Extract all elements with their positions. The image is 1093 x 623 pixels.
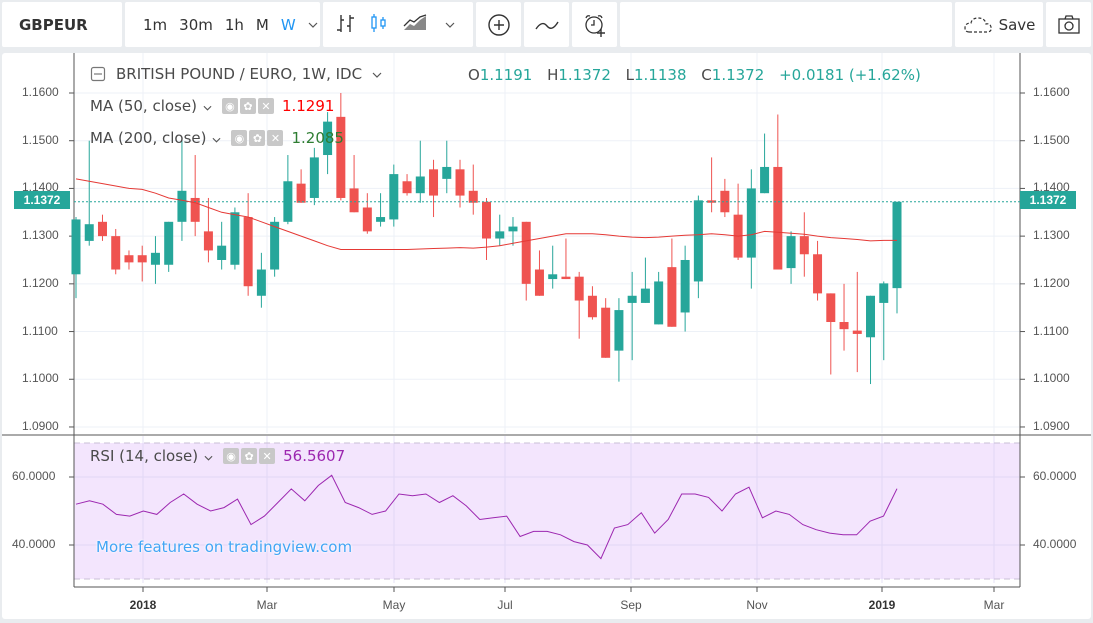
- chevron-down-icon[interactable]: [212, 129, 221, 147]
- ma200-label[interactable]: MA (200, close): [90, 129, 207, 147]
- visibility-eye-icon[interactable]: ◉: [221, 98, 238, 114]
- rsi-tick-left: 60.0000: [12, 469, 56, 483]
- candle-style-icon[interactable]: [368, 12, 390, 38]
- time-tick-label: Nov: [746, 598, 768, 612]
- time-tick-label: Mar: [256, 598, 278, 612]
- rsi-label[interactable]: RSI (14, close): [90, 447, 199, 465]
- ma50-label[interactable]: MA (50, close): [90, 97, 197, 115]
- last-price-tag-left: 1.1372: [14, 191, 70, 209]
- rsi-tick-left: 40.0000: [12, 537, 56, 551]
- price-tick-right: 1.0900: [1033, 418, 1070, 433]
- time-tick-label: Jul: [497, 598, 513, 612]
- alert-button[interactable]: [572, 2, 617, 47]
- rsi-value: 56.5607: [283, 447, 346, 465]
- interval-w[interactable]: W: [280, 15, 296, 34]
- interval-m[interactable]: M: [255, 15, 269, 34]
- high-label: H: [547, 66, 559, 84]
- price-tick-right: 1.1500: [1033, 132, 1070, 147]
- save-label: Save: [998, 15, 1036, 34]
- area-style-icon[interactable]: [402, 13, 428, 36]
- chart-style-group: [323, 2, 473, 47]
- gear-icon[interactable]: ✿: [241, 448, 258, 464]
- chevron-down-icon[interactable]: [204, 447, 213, 465]
- compare-button[interactable]: [524, 2, 569, 47]
- open-label: O: [468, 66, 480, 84]
- price-tick-right: 1.1200: [1033, 275, 1070, 290]
- high-value: 1.1372: [558, 66, 611, 84]
- collapse-legend-icon[interactable]: [90, 66, 106, 82]
- close-label: C: [701, 66, 712, 84]
- rsi-tick-right: 60.0000: [1033, 469, 1077, 483]
- price-tick-right: 1.1300: [1033, 228, 1070, 243]
- close-value: 1.1372: [711, 66, 765, 84]
- save-button[interactable]: Save: [955, 2, 1043, 47]
- close-icon[interactable]: ✕: [267, 130, 284, 146]
- tradingview-link[interactable]: More features on tradingview.com: [96, 538, 353, 556]
- close-icon[interactable]: ✕: [257, 98, 274, 114]
- price-tick-left: 1.1500: [22, 132, 59, 147]
- toolbar-spacer: [620, 2, 952, 47]
- rsi-tick-right: 40.0000: [1033, 537, 1077, 551]
- gear-icon[interactable]: ✿: [239, 98, 256, 114]
- time-tick-label: May: [382, 598, 406, 612]
- visibility-eye-icon[interactable]: ◉: [223, 448, 240, 464]
- close-icon[interactable]: ✕: [259, 448, 276, 464]
- ma50-legend: MA (50, close) ◉ ✿ ✕ 1.1291: [90, 97, 334, 115]
- chevron-down-icon[interactable]: [439, 18, 461, 31]
- time-tick-label: Sep: [620, 598, 642, 612]
- alert-clock-icon: [584, 14, 605, 37]
- chevron-down-icon[interactable]: [203, 97, 212, 115]
- indicators-plus-icon: [487, 13, 510, 36]
- gear-icon[interactable]: ✿: [249, 130, 266, 146]
- snapshot-button[interactable]: [1046, 2, 1091, 47]
- price-tick-right: 1.1000: [1033, 371, 1070, 386]
- price-tick-left: 1.1400: [22, 180, 59, 195]
- interval-30m[interactable]: 30m: [179, 15, 213, 34]
- price-tick-left: 1.1600: [22, 85, 59, 99]
- series-title[interactable]: BRITISH POUND / EURO, 1W, IDC: [116, 65, 363, 83]
- low-label: L: [625, 66, 635, 84]
- rsi-legend: RSI (14, close) ◉ ✿ ✕ 56.5607: [90, 447, 345, 465]
- interval-1h[interactable]: 1h: [224, 15, 244, 34]
- price-tick-left: 1.1300: [22, 228, 59, 243]
- time-tick-label: 2018: [129, 598, 157, 612]
- ohlc-values: O1.1191 H1.1372 L1.1138 C1.1372 +0.0181 …: [468, 66, 921, 84]
- time-tick-label: Mar: [983, 598, 1005, 612]
- ma200-value: 1.2085: [291, 129, 344, 147]
- symbol-label: GBPEUR: [19, 15, 88, 34]
- series-legend: BRITISH POUND / EURO, 1W, IDC: [90, 65, 382, 83]
- price-tick-right: 1.1600: [1033, 85, 1070, 99]
- top-toolbar: GBPEUR 1m 30m 1h M W Save: [0, 0, 1093, 50]
- price-tick-right: 1.1100: [1033, 323, 1069, 338]
- chart-container[interactable]: BRITISH POUND / EURO, 1W, IDC O1.1191 H1…: [2, 53, 1091, 619]
- last-price-tag-right: 1.1372: [1020, 191, 1076, 209]
- interval-1m[interactable]: 1m: [143, 15, 168, 34]
- ma50-value: 1.1291: [281, 97, 335, 115]
- compare-line-icon: [534, 21, 559, 29]
- chevron-down-icon[interactable]: [302, 18, 324, 31]
- chevron-down-icon[interactable]: [372, 68, 382, 81]
- open-value: 1.1191: [479, 66, 533, 84]
- symbol-search[interactable]: GBPEUR: [2, 2, 122, 47]
- cloud-save-icon: [963, 16, 992, 33]
- ma200-legend: MA (200, close) ◉ ✿ ✕ 1.2085: [90, 129, 344, 147]
- low-value: 1.1138: [634, 66, 687, 84]
- time-tick-label: 2019: [868, 598, 896, 612]
- camera-icon: [1057, 14, 1080, 34]
- price-tick-left: 1.1000: [22, 371, 59, 386]
- bar-style-icon[interactable]: [335, 12, 357, 38]
- price-tick-left: 1.1100: [22, 323, 58, 338]
- visibility-eye-icon[interactable]: ◉: [231, 130, 248, 146]
- chart-canvas[interactable]: [2, 53, 1091, 619]
- change-value: +0.0181 (+1.62%): [779, 66, 921, 84]
- price-tick-right: 1.1400: [1033, 180, 1070, 195]
- price-tick-left: 1.1200: [22, 275, 59, 290]
- indicators-button[interactable]: [476, 2, 521, 47]
- price-tick-left: 1.0900: [22, 418, 59, 433]
- interval-group: 1m 30m 1h M W: [125, 2, 320, 47]
